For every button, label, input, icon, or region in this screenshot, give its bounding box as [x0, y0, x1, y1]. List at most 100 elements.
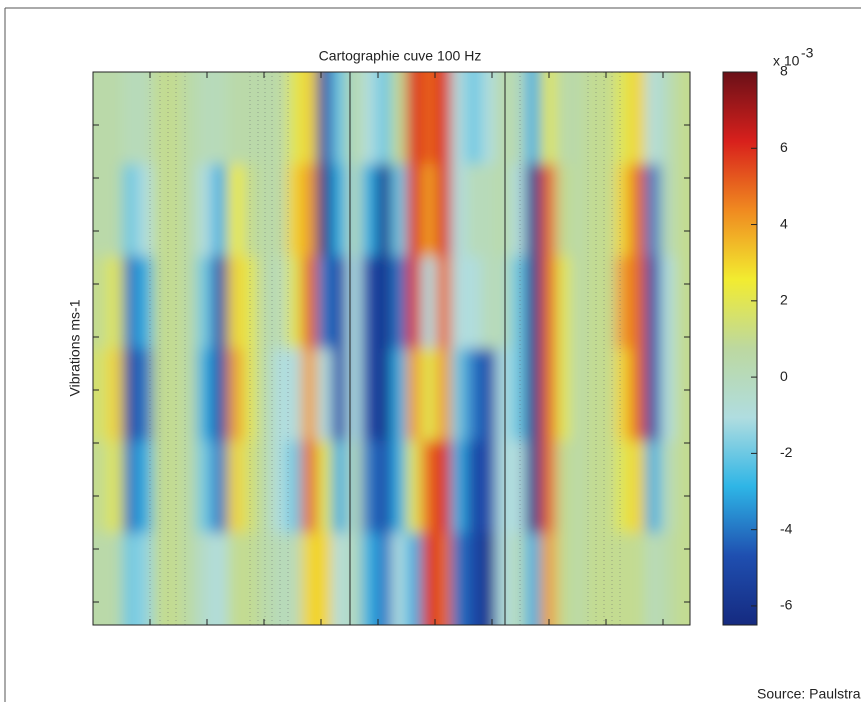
heatmap-cell — [347, 349, 362, 442]
heatmap-cell — [600, 256, 615, 349]
colorbar-exponent: -3 — [801, 45, 814, 61]
heatmap-cell — [108, 164, 123, 257]
heatmap-cell — [257, 164, 272, 257]
heatmap-cell — [541, 256, 556, 349]
heatmap-cell — [287, 256, 302, 349]
heatmap-cell — [392, 441, 407, 534]
heatmap-cell — [302, 441, 317, 534]
heatmap-cell — [377, 164, 392, 257]
page: Cartographie cuve 100 Hz Vibrations ms-1… — [0, 0, 861, 702]
colorbar-tick-label: 0 — [780, 368, 788, 384]
heatmap-cell — [436, 441, 451, 534]
heatmap-cell — [660, 349, 675, 442]
heatmap-cell — [600, 349, 615, 442]
heatmap-cell — [615, 256, 630, 349]
heatmap-cell — [212, 441, 227, 534]
heatmap-cell — [272, 164, 287, 257]
colorbar — [723, 72, 757, 625]
heatmap-cell — [526, 164, 541, 257]
colorbar-tick-label: 2 — [780, 292, 788, 308]
heatmap-cell — [257, 349, 272, 442]
heatmap-cell — [630, 256, 645, 349]
heatmap-cell — [436, 349, 451, 442]
heatmap-cell — [466, 441, 481, 534]
heatmap-cell — [645, 164, 660, 257]
heatmap-cell — [481, 441, 496, 534]
y-axis-label: Vibrations ms-1 — [67, 299, 83, 396]
colorbar-tick-label: 4 — [780, 215, 788, 231]
heatmap-cell — [406, 164, 421, 257]
heatmap-cell — [123, 349, 138, 442]
heatmap-cell — [123, 441, 138, 534]
heatmap-cell — [556, 349, 571, 442]
heatmap-cell — [660, 164, 675, 257]
heatmap-cell — [332, 349, 347, 442]
heatmap-cell — [496, 164, 511, 257]
heatmap-cell — [615, 349, 630, 442]
heatmap-cell — [571, 349, 586, 442]
heatmap-cell — [183, 349, 198, 442]
heatmap-cell — [317, 441, 332, 534]
colorbar-tick-label: -2 — [780, 444, 793, 460]
heatmap-cell — [168, 349, 183, 442]
heatmap-cell — [197, 441, 212, 534]
heatmap-cell — [556, 256, 571, 349]
heatmap-cell — [571, 164, 586, 257]
heatmap-cell — [511, 164, 526, 257]
heatmap-cell — [392, 349, 407, 442]
heatmap-cell — [406, 441, 421, 534]
heatmap-cell — [600, 164, 615, 257]
colorbar-tick-label: 6 — [780, 139, 788, 155]
heatmap-cell — [257, 256, 272, 349]
heatmap-cell — [630, 441, 645, 534]
heatmap-cell — [526, 349, 541, 442]
heatmap-cell — [138, 164, 153, 257]
heatmap-cell — [496, 256, 511, 349]
heatmap-cell — [272, 349, 287, 442]
heatmap-cell — [227, 349, 242, 442]
heatmap-cell — [197, 256, 212, 349]
heatmap-cell — [511, 349, 526, 442]
heatmap-cell — [212, 164, 227, 257]
heatmap-cell — [242, 441, 257, 534]
heatmap-cell — [630, 349, 645, 442]
heatmap-cell — [541, 164, 556, 257]
heatmap-cell — [600, 441, 615, 534]
heatmap-cell — [197, 164, 212, 257]
heatmap-cell — [421, 164, 436, 257]
heatmap-cell — [302, 164, 317, 257]
heatmap-cell — [660, 441, 675, 534]
heatmap-cell — [183, 164, 198, 257]
heatmap-cell — [227, 164, 242, 257]
heatmap-cell — [317, 349, 332, 442]
heatmap-cell — [347, 441, 362, 534]
heatmap-cell — [108, 441, 123, 534]
heatmap-cell — [242, 349, 257, 442]
heatmap-cell — [153, 164, 168, 257]
heatmap-cell — [406, 256, 421, 349]
heatmap-cell — [108, 349, 123, 442]
heatmap-cell — [526, 441, 541, 534]
chart-title: Cartographie cuve 100 Hz — [319, 48, 482, 64]
heatmap-cell — [421, 349, 436, 442]
heatmap-cell — [242, 164, 257, 257]
heatmap-cell — [287, 441, 302, 534]
heatmap-cell — [123, 164, 138, 257]
heatmap-cell — [481, 164, 496, 257]
heatmap — [73, 52, 711, 646]
heatmap-cell — [183, 441, 198, 534]
heatmap-cell — [362, 441, 377, 534]
heatmap-cell — [317, 164, 332, 257]
heatmap-cell — [556, 164, 571, 257]
heatmap-cell — [138, 256, 153, 349]
heatmap-cell — [123, 256, 138, 349]
heatmap-cell — [451, 349, 466, 442]
heatmap-cell — [436, 164, 451, 257]
heatmap-cell — [586, 256, 601, 349]
heatmap-cell — [317, 256, 332, 349]
heatmap-cell — [511, 441, 526, 534]
heatmap-cell — [287, 349, 302, 442]
heatmap-cell — [660, 256, 675, 349]
heatmap-cell — [108, 256, 123, 349]
heatmap-cell — [526, 256, 541, 349]
